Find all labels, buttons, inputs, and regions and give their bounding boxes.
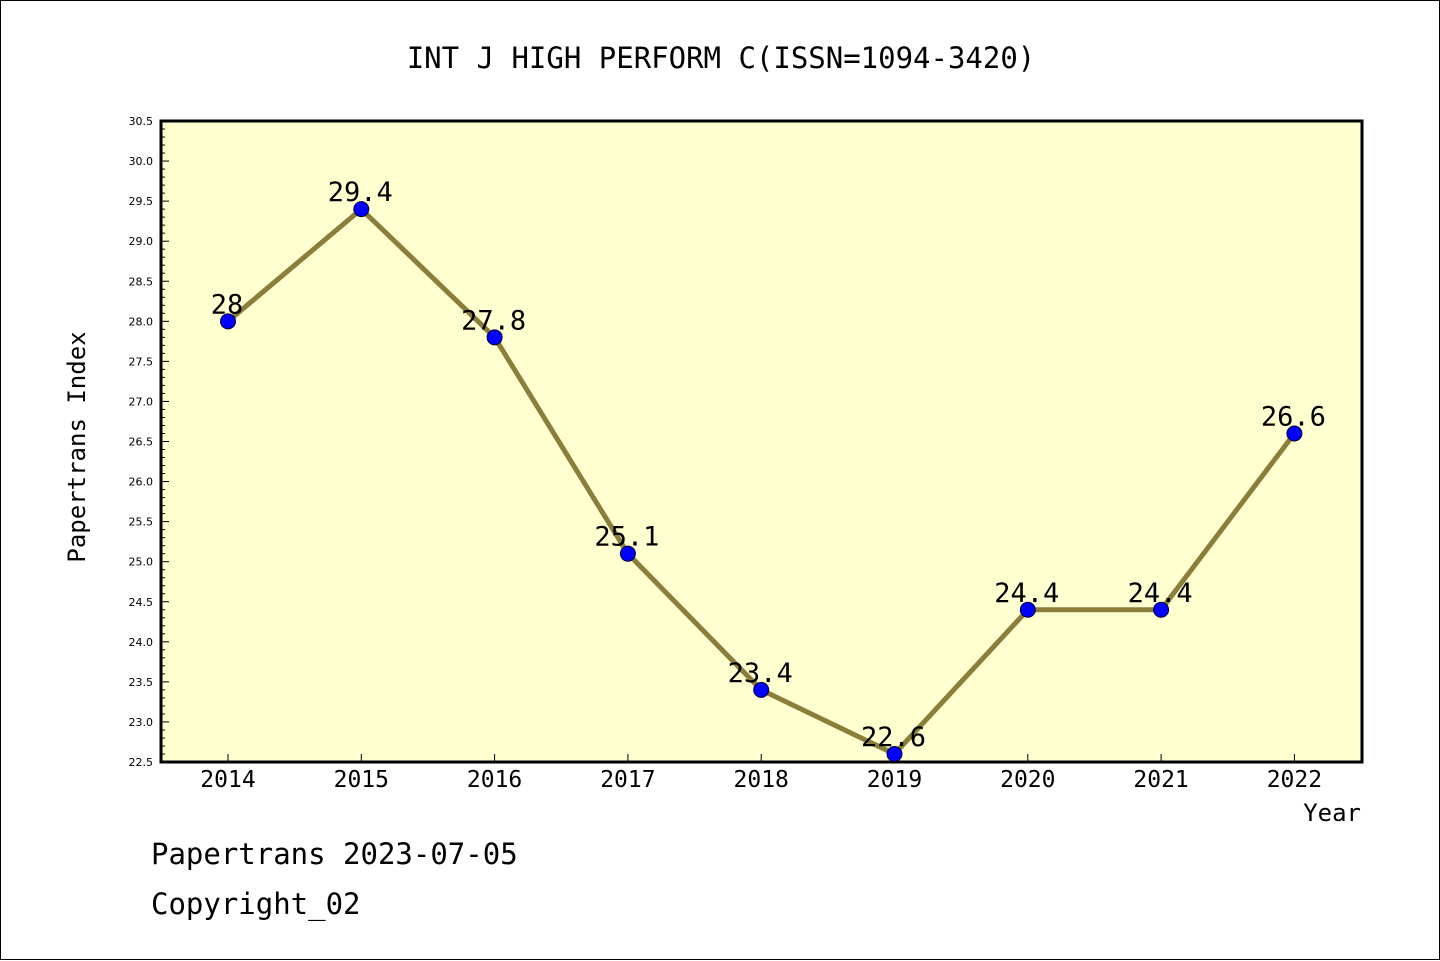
y-tick-label: 25.5 xyxy=(129,516,154,529)
y-tick-label: 30.5 xyxy=(129,115,154,128)
data-point xyxy=(753,681,770,698)
data-label: 24.4 xyxy=(1128,578,1193,609)
data-point xyxy=(1153,601,1170,618)
x-tick-label: 2017 xyxy=(600,767,655,793)
y-tick-label: 25.0 xyxy=(129,556,154,569)
data-point xyxy=(220,313,236,330)
x-tick-label: 2014 xyxy=(200,767,255,793)
plot-area xyxy=(159,119,1364,764)
y-tick-label: 26.0 xyxy=(129,476,154,489)
chart-title: INT J HIGH PERFORM C(ISSN=1094-3420) xyxy=(407,41,1036,75)
data-point xyxy=(353,201,370,218)
y-tick-label: 28.0 xyxy=(129,315,154,328)
x-tick-label: 2015 xyxy=(334,767,389,793)
x-tick-label: 2016 xyxy=(467,767,522,793)
footer-copyright: Copyright_02 xyxy=(151,887,361,922)
y-tick-label: 27.0 xyxy=(129,395,154,408)
x-tick-label: 2020 xyxy=(1000,767,1055,793)
data-label: 28 xyxy=(211,289,244,320)
data-point xyxy=(886,745,903,762)
y-tick-label: 30.0 xyxy=(129,155,154,168)
x-tick-label: 2018 xyxy=(734,767,789,793)
y-tick-label: 27.5 xyxy=(129,355,154,368)
data-label: 29.4 xyxy=(328,177,393,208)
y-tick-label: 22.5 xyxy=(129,756,154,769)
footer-date: Papertrans 2023-07-05 xyxy=(151,837,518,871)
data-label: 27.8 xyxy=(461,305,526,336)
series xyxy=(220,201,1303,762)
data-labels: 28 29.4 27.8 25.1 23.4 22.6 24.4 24.4 26.6 xyxy=(211,177,1326,753)
x-tick-label: 2022 xyxy=(1267,767,1322,793)
x-axis: 2014 2015 2016 2017 2018 2019 2020 2021 2022 xyxy=(200,754,1322,793)
x-tick-label: 2021 xyxy=(1133,767,1188,793)
y-tick-label: 23.5 xyxy=(129,676,154,689)
data-label: 23.4 xyxy=(728,658,793,689)
data-label: 26.6 xyxy=(1261,401,1326,432)
data-point xyxy=(619,545,636,562)
y-tick-label: 29.5 xyxy=(129,195,154,208)
y-tick-label: 28.5 xyxy=(129,275,154,288)
y-tick-label: 24.5 xyxy=(129,596,154,609)
data-label: 24.4 xyxy=(994,578,1059,609)
y-tick-label: 26.5 xyxy=(129,436,154,449)
y-tick-label: 24.0 xyxy=(129,636,154,649)
x-axis-title: Year xyxy=(1303,799,1361,827)
y-tick-label: 29.0 xyxy=(129,235,154,248)
y-tick-label: 23.0 xyxy=(129,716,154,729)
data-point xyxy=(486,329,503,346)
y-axis: 22.5 23.0 23.5 24.0 24.5 25.0 25.5 26.0 26.5 27.0… xyxy=(129,115,169,769)
x-tick-label: 2019 xyxy=(867,767,922,793)
data-label: 22.6 xyxy=(861,722,926,753)
y-axis-title: Papertrans Index xyxy=(63,331,91,562)
data-point xyxy=(1286,425,1303,442)
data-point xyxy=(1019,601,1036,618)
data-label: 25.1 xyxy=(594,522,659,553)
